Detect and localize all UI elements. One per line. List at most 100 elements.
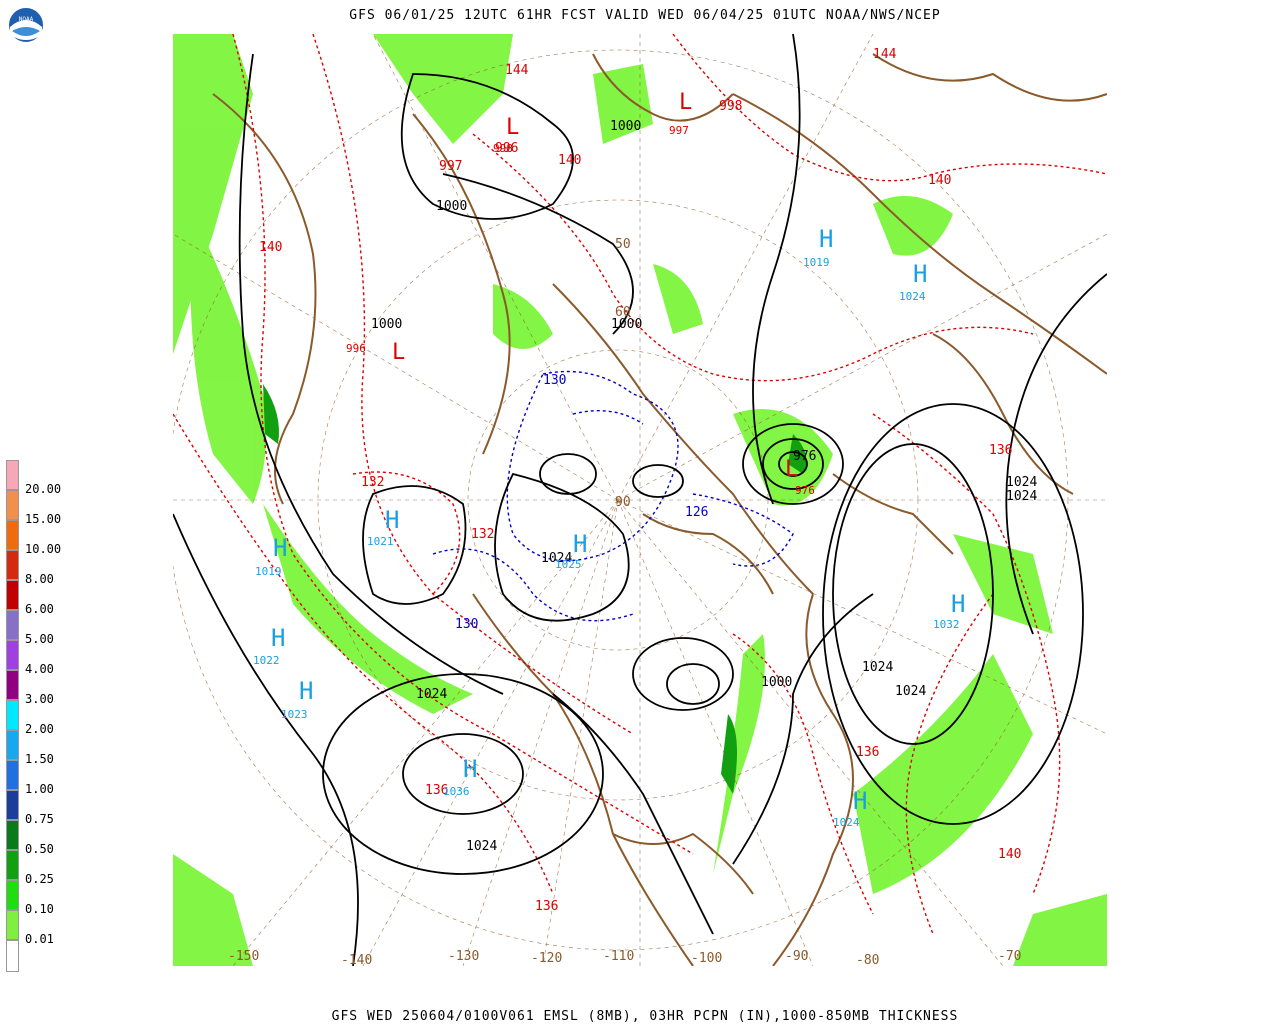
legend-label: 0.01 [25, 932, 54, 946]
isobar [400, 73, 574, 220]
latitude-label: 90 [615, 495, 631, 510]
high-pressure-marker: H 1024 [899, 260, 927, 303]
isobar [832, 443, 994, 745]
precip-area [653, 264, 703, 334]
isobar-label: 1024 [895, 684, 926, 699]
thickness-contour [472, 133, 1034, 382]
latitude-label: 50 [615, 237, 631, 252]
thickness-contour [692, 493, 794, 567]
svg-text:1023: 1023 [281, 708, 308, 721]
isobar-label: 997 [439, 159, 462, 174]
legend-label: 0.10 [25, 902, 54, 916]
noaa-logo-icon: NOAA [7, 6, 45, 44]
high-pressure-marker: H 1036 [443, 755, 477, 798]
grid-line [362, 499, 619, 966]
isobar-label: 1000 [761, 675, 792, 690]
legend-swatch [6, 910, 19, 940]
thickness-contour [352, 471, 461, 595]
legend-swatch [6, 490, 19, 520]
legend-label: 3.00 [25, 692, 54, 706]
svg-text:H: H [913, 260, 927, 288]
high-pressure-marker: H 1019 [255, 534, 287, 578]
isobar-label: 1024 [1006, 489, 1037, 504]
svg-text:L: L [392, 340, 405, 365]
precip-area [733, 409, 833, 506]
coastline [832, 473, 954, 555]
isobar-label: 1000 [436, 199, 467, 214]
map-caption: GFS WED 250604/0100V061 EMSL (8MB), 03HR… [331, 1009, 959, 1024]
thickness-label: 140 [259, 240, 282, 255]
grid-line [542, 499, 619, 966]
coastline [732, 93, 1107, 375]
isobar [402, 733, 524, 815]
thickness-label: 132 [361, 475, 384, 490]
map-title: GFS 06/01/25 12UTC 61HR FCST VALID WED 0… [349, 8, 941, 23]
coastline [592, 53, 734, 122]
thickness-contour [232, 34, 694, 855]
legend-label: 10.00 [25, 542, 62, 556]
legend-swatch [6, 700, 19, 730]
longitude-label: -130 [448, 949, 479, 964]
legend-label: 6.00 [25, 602, 54, 616]
svg-text:H: H [273, 534, 287, 562]
legend-swatch [6, 550, 19, 580]
svg-text:998: 998 [493, 142, 513, 155]
svg-text:1019: 1019 [803, 256, 830, 269]
precip-area [853, 654, 1033, 894]
isobar-label: 1024 [416, 687, 447, 702]
longitude-label: -80 [856, 953, 879, 966]
isobar [173, 513, 359, 966]
svg-text:H: H [463, 755, 477, 783]
thickness-label: 136 [425, 783, 448, 798]
isobar [666, 663, 720, 705]
legend-label: 5.00 [25, 632, 54, 646]
legend-label: 8.00 [25, 572, 54, 586]
svg-text:H: H [951, 590, 965, 618]
coastline [412, 113, 511, 455]
svg-text:1024: 1024 [899, 290, 926, 303]
isobar-label: 1024 [541, 551, 572, 566]
svg-text:1019: 1019 [255, 565, 282, 578]
map-canvas: 1000 1000 1000 1000 1000 1024 1024 1024 … [173, 34, 1107, 966]
coastline [212, 93, 317, 505]
isobar-label: 1024 [466, 839, 497, 854]
isobar [1005, 273, 1107, 635]
grid-line [462, 499, 619, 966]
latitude-label: 60 [615, 305, 631, 320]
isobar [732, 593, 874, 865]
legend-label: 0.50 [25, 842, 54, 856]
svg-text:1024: 1024 [833, 816, 860, 829]
thickness-warm-contours [173, 34, 1107, 935]
svg-text:H: H [271, 624, 285, 652]
legend-label: 1.00 [25, 782, 54, 796]
isobar [822, 403, 1084, 825]
lat-lon-grid [173, 34, 1107, 966]
thickness-label: 132 [471, 527, 494, 542]
thickness-label: 140 [928, 173, 951, 188]
legend-swatch [6, 640, 19, 670]
precip-area [953, 534, 1053, 634]
longitude-label: -110 [603, 949, 634, 964]
high-pressure-marker: H 1025 [555, 530, 587, 571]
isobar-label: 1000 [611, 317, 642, 332]
legend-swatch [6, 730, 19, 760]
svg-text:1036: 1036 [443, 785, 470, 798]
coastlines [212, 53, 1107, 966]
isobar [762, 438, 824, 490]
precip-area [373, 34, 513, 144]
thickness-contour [732, 633, 874, 915]
precip-heavy [263, 384, 807, 794]
coastline [472, 593, 694, 966]
isobar [632, 637, 734, 711]
svg-text:H: H [819, 225, 833, 253]
longitude-label: -150 [228, 949, 259, 964]
longitude-label: -140 [341, 953, 372, 966]
legend-swatch [6, 670, 19, 700]
svg-text:H: H [299, 677, 313, 705]
longitude-label: -70 [998, 949, 1021, 964]
isobar-label: 998 [719, 99, 742, 114]
isobar [552, 693, 714, 935]
legend-swatch [6, 520, 19, 550]
svg-text:976: 976 [795, 484, 815, 497]
high-pressure-marker: H 1023 [281, 677, 313, 721]
